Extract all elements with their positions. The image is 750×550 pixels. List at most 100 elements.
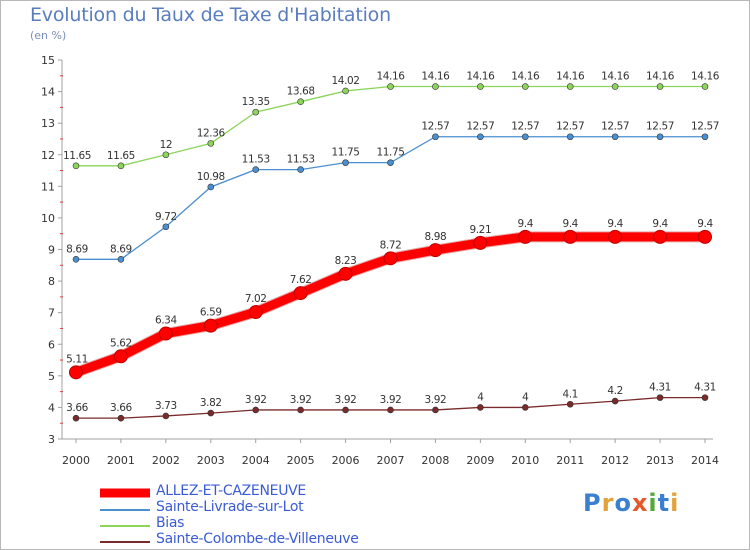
- data-label: 9.4: [562, 218, 578, 230]
- x-tick-label: 2004: [242, 454, 270, 467]
- data-label: 9.4: [607, 218, 623, 230]
- data-label: 6.59: [200, 307, 222, 319]
- legend-label: ALLEZ-ET-CAZENEUVE: [156, 483, 306, 499]
- data-label: 12.57: [646, 121, 674, 133]
- data-point: [117, 414, 125, 422]
- data-point: [252, 166, 260, 173]
- data-label: 14.16: [601, 71, 630, 83]
- data-point: [611, 83, 619, 90]
- data-point: [113, 349, 128, 364]
- data-label: 5.11: [66, 353, 88, 365]
- logo-letter: P: [583, 489, 602, 517]
- x-tick-label: 2002: [152, 454, 180, 467]
- data-point: [701, 133, 709, 141]
- data-point: [387, 406, 394, 414]
- data-point: [611, 133, 619, 141]
- data-label: 9.4: [652, 218, 668, 230]
- x-tick-label: 2010: [511, 454, 539, 467]
- data-label: 4: [522, 391, 529, 403]
- data-label: 11.53: [242, 154, 270, 166]
- data-label: 12.57: [601, 121, 629, 133]
- data-label: 14.16: [466, 71, 495, 83]
- data-label: 3.73: [155, 400, 177, 412]
- data-label: 10.98: [197, 171, 225, 183]
- data-point: [428, 243, 443, 258]
- data-point: [338, 266, 353, 281]
- data-label: 3.92: [245, 394, 267, 406]
- logo-letter: i: [648, 489, 658, 517]
- legend-item-sainte-colombe[interactable]: Sainte-Colombe-de-Villeneuve: [100, 531, 420, 548]
- data-point: [162, 412, 170, 420]
- legend-item-bias[interactable]: Bias: [100, 515, 420, 532]
- chart-title: Evolution du Taux de Taxe d'Habitation: [30, 4, 391, 26]
- data-label: 4.31: [649, 382, 671, 394]
- data-label: 6.34: [155, 315, 177, 327]
- data-point: [248, 305, 263, 320]
- x-tick-label: 2007: [377, 454, 405, 467]
- data-point: [252, 108, 260, 116]
- data-point: [701, 83, 709, 90]
- data-point: [521, 83, 529, 90]
- data-label: 12.57: [511, 121, 539, 133]
- data-point: [518, 229, 533, 244]
- data-point: [203, 318, 218, 333]
- legend-item-sainte-livrade[interactable]: Sainte-Livrade-sur-Lot: [100, 499, 420, 516]
- data-point: [566, 400, 574, 408]
- data-point: [698, 229, 712, 244]
- data-label: 3.92: [425, 394, 447, 406]
- x-tick-label: 2006: [332, 454, 360, 467]
- data-label: 9.4: [697, 218, 713, 230]
- data-label: 11.75: [376, 147, 404, 159]
- data-label: 3.92: [335, 394, 357, 406]
- x-tick-label: 2000: [62, 454, 90, 467]
- x-tick-label: 2008: [421, 454, 449, 467]
- y-tick-label: 7: [48, 307, 55, 320]
- y-tick-label: 9: [48, 244, 55, 257]
- data-point: [207, 409, 215, 417]
- legend-label: Sainte-Colombe-de-Villeneuve: [156, 531, 359, 547]
- y-tick-label: 12: [41, 149, 55, 162]
- legend-label: Bias: [156, 515, 185, 531]
- data-label: 14.16: [556, 71, 585, 83]
- data-label: 3.92: [380, 394, 402, 406]
- x-tick-label: 2001: [107, 454, 135, 467]
- data-label: 11.65: [63, 150, 91, 162]
- data-point: [252, 406, 260, 414]
- data-label: 14.16: [691, 71, 720, 83]
- data-point: [117, 255, 125, 263]
- y-tick-label: 11: [41, 180, 55, 193]
- x-tick-label: 2011: [556, 454, 584, 467]
- x-tick-label: 2012: [601, 454, 629, 467]
- data-label: 12.57: [556, 121, 584, 133]
- data-label: 11.65: [107, 150, 135, 162]
- data-label: 8.98: [425, 231, 447, 243]
- data-label: 12.36: [197, 127, 226, 139]
- data-point: [342, 406, 349, 414]
- data-label: 14.02: [332, 75, 360, 87]
- data-label: 4.2: [607, 385, 623, 397]
- data-label: 3.66: [66, 402, 88, 414]
- logo-letter: t: [657, 489, 671, 517]
- data-point: [342, 87, 349, 95]
- data-label: 14.16: [421, 71, 450, 83]
- y-tick-label: 3: [48, 433, 55, 446]
- data-point: [566, 83, 574, 90]
- x-tick-label: 2005: [287, 454, 315, 467]
- legend-swatch-sainte-colombe: [100, 541, 150, 543]
- data-label: 3.82: [200, 397, 222, 409]
- x-tick-label: 2009: [466, 454, 494, 467]
- data-point: [477, 133, 484, 141]
- data-point: [383, 251, 398, 266]
- data-label: 5.62: [110, 337, 132, 349]
- data-label: 4: [477, 391, 484, 403]
- data-label: 4.31: [694, 382, 716, 394]
- x-tick-label: 2013: [646, 454, 674, 467]
- data-point: [297, 98, 304, 105]
- chart-subtitle: (en %): [30, 29, 67, 42]
- legend-item-allez[interactable]: ALLEZ-ET-CAZENEUVE: [100, 483, 420, 500]
- data-point: [293, 286, 308, 301]
- data-point: [162, 151, 170, 159]
- y-tick-label: 4: [48, 401, 55, 414]
- data-label: 14.16: [511, 71, 540, 83]
